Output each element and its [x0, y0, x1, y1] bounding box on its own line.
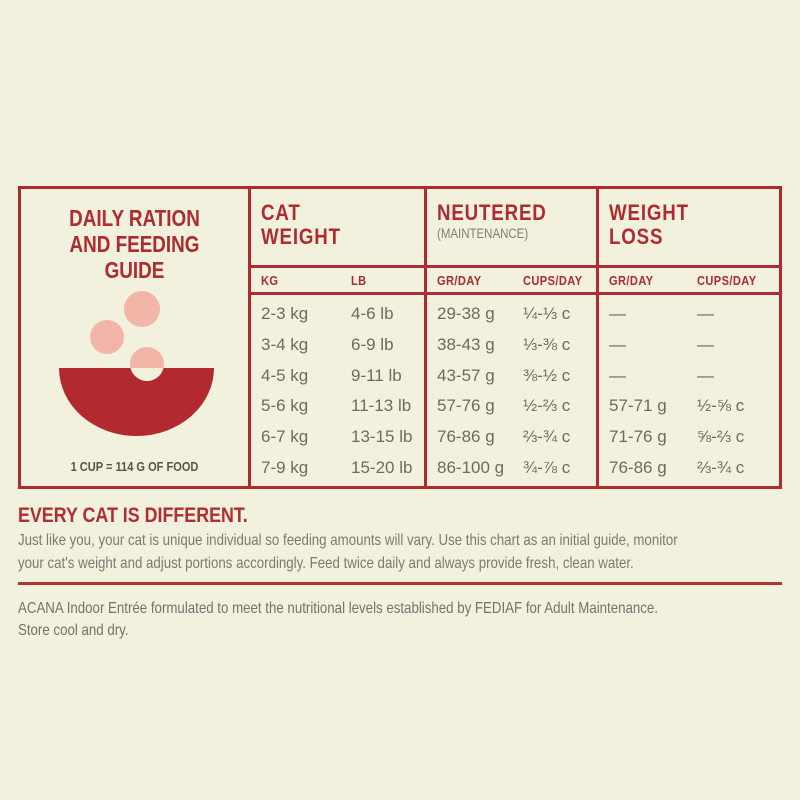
footer-body-text: Just like you, your cat is unique indivi… — [18, 532, 678, 572]
footer-note-text: ACANA Indoor Entrée formulated to meet t… — [18, 600, 658, 639]
cell-cups: ⅔-¾ c — [697, 458, 745, 478]
cell-kg: 7-9 kg — [261, 458, 309, 478]
subheader-row: KG LB — [251, 268, 424, 295]
cell-lb: 15-20 lb — [351, 458, 413, 478]
subheader-kg: KG — [261, 272, 279, 288]
table-row: 6-7 kg 13-15 lb — [251, 428, 424, 445]
table-row: 57-71 g ½-⅝ c — [599, 397, 779, 414]
footer-heading: EVERY CAT IS DIFFERENT. — [18, 504, 248, 527]
table-row: 76-86 g ⅔-¾ c — [599, 459, 779, 476]
cell-cups: ½-⅔ c — [523, 396, 571, 416]
table-row: — — — [599, 305, 779, 322]
column-body: 2-3 kg 4-6 lb 3-4 kg 6-9 lb 4-5 kg 9-11 lb … — [251, 295, 424, 486]
table-row: 86-100 g ¾-⅞ c — [427, 459, 596, 476]
table-row: 5-6 kg 11-13 lb — [251, 397, 424, 414]
table-row: 71-76 g ⅝-⅔ c — [599, 428, 779, 445]
cell-lb: 9-11 lb — [351, 365, 402, 385]
cell-cups: ½-⅝ c — [697, 396, 745, 416]
cell-cups: — — [697, 365, 714, 385]
divider-rule — [18, 582, 782, 585]
cell-cups: ⅝-⅔ c — [697, 427, 745, 447]
subheader-gr-day: GR/DAY — [437, 272, 482, 288]
cell-lb: 11-13 lb — [351, 396, 412, 416]
table-row: 4-5 kg 9-11 lb — [251, 367, 424, 384]
column-header: NEUTERED (MAINTENANCE) — [427, 189, 596, 268]
subheader-gr-day: GR/DAY — [609, 272, 654, 288]
left-panel: DAILY RATION AND FEEDING GUIDE 1 CUP = 1… — [21, 189, 251, 486]
cell-cups: — — [697, 334, 714, 354]
cell-grams: 57-76 g — [437, 396, 495, 416]
cell-grams: — — [609, 334, 626, 354]
table-row: 38-43 g ⅓-⅜ c — [427, 336, 596, 353]
column-header-label: WEIGHT LOSS — [609, 200, 689, 249]
cell-cups: ¾-⅞ c — [523, 458, 571, 478]
column-header-label: CAT WEIGHT — [261, 200, 341, 249]
bowl-with-kibble-icon — [59, 291, 214, 436]
cell-grams: 43-57 g — [437, 365, 495, 385]
cell-kg: 5-6 kg — [261, 396, 309, 416]
cell-cups: — — [697, 303, 714, 323]
column-header: WEIGHT LOSS — [599, 189, 779, 268]
cell-cups: ⅓-⅜ c — [523, 334, 571, 354]
subheader-lb: LB — [351, 272, 367, 288]
cell-lb: 13-15 lb — [351, 427, 413, 447]
column-header-label: NEUTERED — [437, 200, 547, 225]
cell-grams: 76-86 g — [609, 458, 667, 478]
column-header-subtitle: (MAINTENANCE) — [437, 226, 529, 241]
table-row: 2-3 kg 4-6 lb — [251, 305, 424, 322]
column-neutered: NEUTERED (MAINTENANCE) GR/DAY CUPS/DAY 2… — [427, 189, 599, 486]
table-row: 3-4 kg 6-9 lb — [251, 336, 424, 353]
cell-grams: 76-86 g — [437, 427, 495, 447]
cell-grams: 29-38 g — [437, 303, 495, 323]
table-row: 7-9 kg 15-20 lb — [251, 459, 424, 476]
subheader-row: GR/DAY CUPS/DAY — [427, 268, 596, 295]
cell-grams: — — [609, 365, 626, 385]
column-cat-weight: CAT WEIGHT KG LB 2-3 kg 4-6 lb 3-4 kg 6-9 … — [251, 189, 427, 486]
cell-lb: 6-9 lb — [351, 334, 394, 354]
column-body: 29-38 g ¼-⅓ c 38-43 g ⅓-⅜ c 43-57 g ⅜-½ c 5… — [427, 295, 596, 486]
cell-grams: 86-100 g — [437, 458, 505, 478]
cell-grams: — — [609, 303, 626, 323]
cell-lb: 4-6 lb — [351, 303, 394, 323]
table-row: — — — [599, 336, 779, 353]
cell-grams: 38-43 g — [437, 334, 495, 354]
cell-grams: 57-71 g — [609, 396, 667, 416]
cell-kg: 2-3 kg — [261, 303, 309, 323]
table-row: 43-57 g ⅜-½ c — [427, 367, 596, 384]
cell-kg: 3-4 kg — [261, 334, 309, 354]
table-row: — — — [599, 367, 779, 384]
subheader-row: GR/DAY CUPS/DAY — [599, 268, 779, 295]
column-body: — — — — — — 57-71 g ½-⅝ c 71-76 g ⅝-⅔ c 76-86… — [599, 295, 779, 486]
table-title: DAILY RATION AND FEEDING GUIDE — [69, 205, 200, 283]
cup-conversion-note: 1 CUP = 114 G OF FOOD — [70, 459, 199, 474]
cell-cups: ¼-⅓ c — [523, 303, 571, 323]
column-weight-loss: WEIGHT LOSS GR/DAY CUPS/DAY — — — — — — 57-… — [599, 189, 779, 486]
table-row: 57-76 g ½-⅔ c — [427, 397, 596, 414]
table-row: 29-38 g ¼-⅓ c — [427, 305, 596, 322]
table-row: 76-86 g ⅔-¾ c — [427, 428, 596, 445]
cell-cups: ⅔-¾ c — [523, 427, 571, 447]
cell-kg: 4-5 kg — [261, 365, 309, 385]
feeding-guide-table: DAILY RATION AND FEEDING GUIDE 1 CUP = 1… — [18, 186, 782, 489]
subheader-cups-day: CUPS/DAY — [523, 272, 583, 288]
cell-cups: ⅜-½ c — [523, 365, 571, 385]
subheader-cups-day: CUPS/DAY — [697, 272, 757, 288]
cell-grams: 71-76 g — [609, 427, 667, 447]
cell-kg: 6-7 kg — [261, 427, 309, 447]
column-header: CAT WEIGHT — [251, 189, 424, 268]
